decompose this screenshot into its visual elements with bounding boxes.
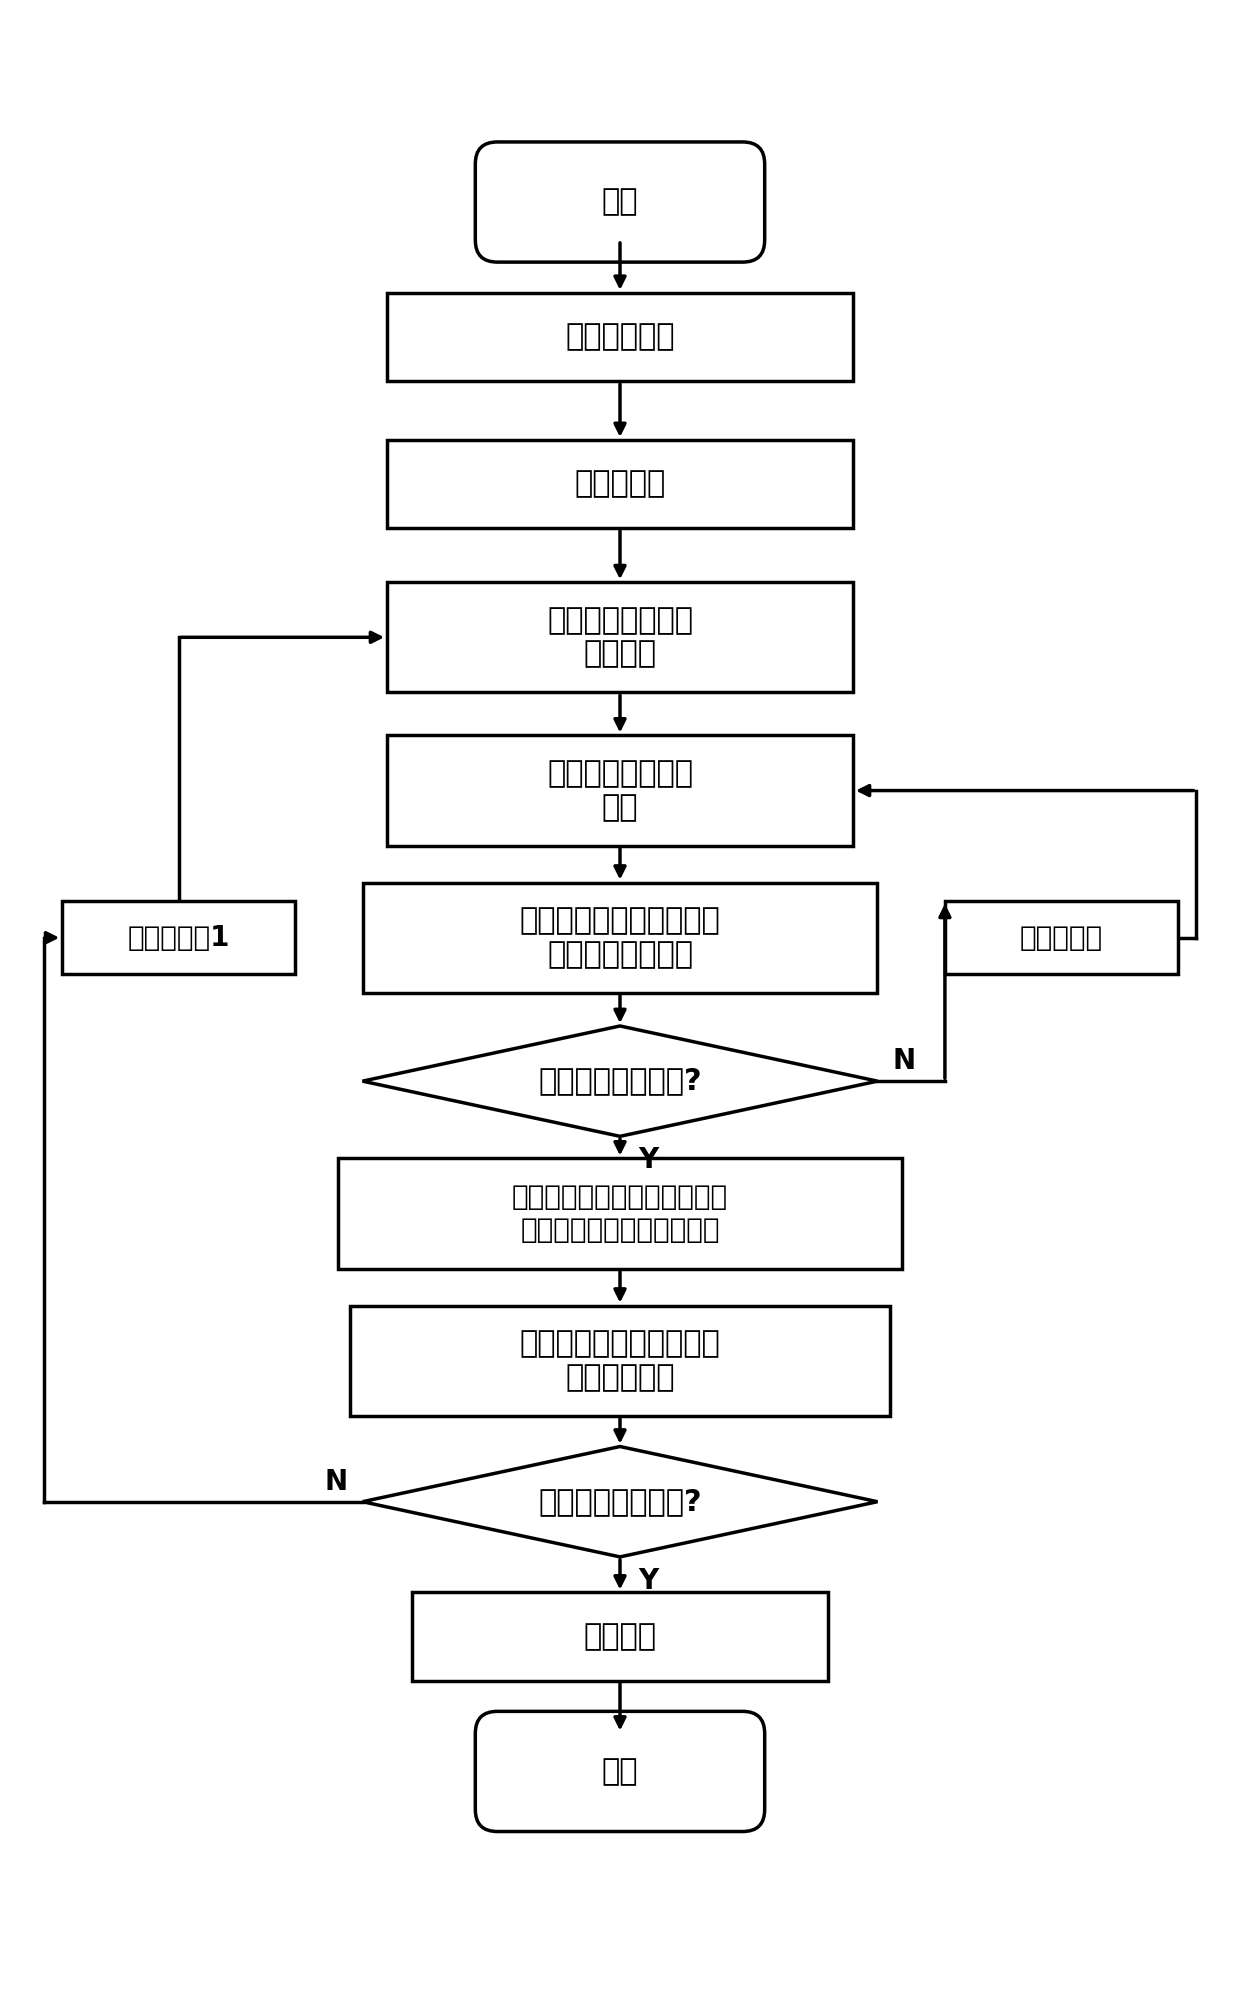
Text: 迭代次数加1: 迭代次数加1 [128, 923, 229, 951]
Text: 修改禁忌表: 修改禁忌表 [1019, 923, 1102, 951]
Text: 利用路径偏差放大策略进
行信息素更新: 利用路径偏差放大策略进 行信息素更新 [520, 1329, 720, 1393]
Bar [362, 883, 878, 993]
Text: Y: Y [639, 1566, 658, 1594]
Bar [387, 735, 853, 845]
Bar [62, 901, 295, 975]
Bar [339, 1159, 901, 1269]
Text: 参数初始化: 参数初始化 [574, 470, 666, 500]
Text: N: N [893, 1047, 915, 1075]
Text: 创建环境地图: 创建环境地图 [565, 322, 675, 352]
FancyBboxPatch shape [475, 1712, 765, 1832]
Text: 结束: 结束 [601, 1756, 639, 1786]
Text: 利用距离启发函数策略选
择下一步移动栅格: 利用距离启发函数策略选 择下一步移动栅格 [520, 907, 720, 969]
Text: 达到最大迭代次数?: 达到最大迭代次数? [538, 1487, 702, 1516]
Text: 输出结果: 输出结果 [584, 1622, 656, 1650]
Text: 利用路线冗余消除策略对当前
迭代所有可行路径进行优化: 利用路线冗余消除策略对当前 迭代所有可行路径进行优化 [512, 1183, 728, 1245]
Text: 得到可行路径节点
栅格: 得到可行路径节点 栅格 [547, 759, 693, 821]
Text: N: N [325, 1469, 347, 1497]
Bar [387, 581, 853, 693]
Text: 所有蚂蚁到达终点?: 所有蚂蚁到达终点? [538, 1067, 702, 1095]
FancyBboxPatch shape [475, 142, 765, 262]
Text: 将蚂蚁放置起始点
开始搜索: 将蚂蚁放置起始点 开始搜索 [547, 605, 693, 669]
Polygon shape [362, 1447, 878, 1556]
Bar [387, 294, 853, 382]
Bar [350, 1305, 890, 1417]
Bar [945, 901, 1178, 975]
Polygon shape [362, 1027, 878, 1137]
Bar [412, 1592, 828, 1680]
Text: Y: Y [639, 1147, 658, 1175]
Text: 开始: 开始 [601, 188, 639, 216]
Bar [387, 440, 853, 527]
